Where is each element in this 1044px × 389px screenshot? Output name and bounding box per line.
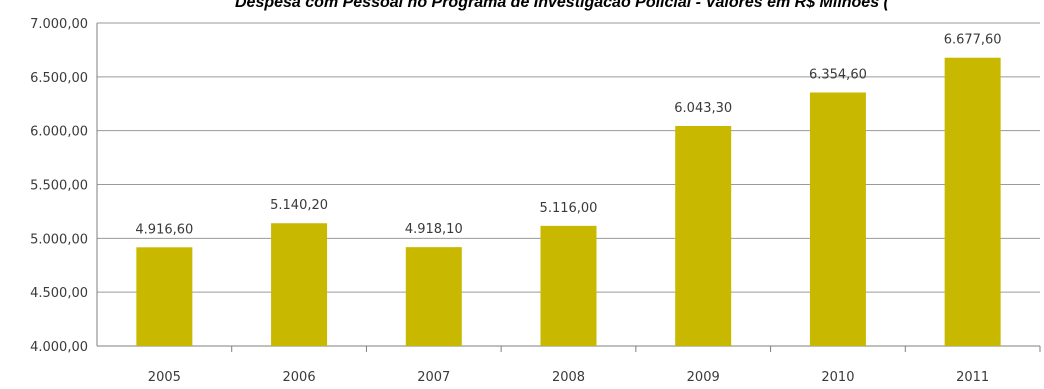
bar-2011 xyxy=(944,57,1001,347)
bar-2010 xyxy=(809,92,866,346)
x-tick-label: 2009 xyxy=(687,370,720,385)
data-label: 6.043,30 xyxy=(674,101,732,116)
bar-2005 xyxy=(136,247,193,346)
data-label: 5.140,20 xyxy=(270,198,328,213)
x-tick-label: 2007 xyxy=(417,370,450,385)
bar-2008 xyxy=(540,225,597,346)
y-tick-label: 4.500,00 xyxy=(30,286,88,301)
x-tick-label: 2005 xyxy=(148,370,181,385)
x-tick-label: 2008 xyxy=(552,370,585,385)
y-tick-label: 6.000,00 xyxy=(30,125,88,140)
bar-2007 xyxy=(405,247,462,346)
x-tick-label: 2011 xyxy=(956,370,989,385)
x-tick-label: 2010 xyxy=(821,370,854,385)
bar-2009 xyxy=(675,126,732,346)
y-tick-label: 5.500,00 xyxy=(30,179,88,194)
data-label: 4.916,60 xyxy=(135,222,193,237)
x-tick-label: 2006 xyxy=(283,370,316,385)
y-tick-label: 4.000,00 xyxy=(30,340,88,355)
data-label: 4.918,10 xyxy=(405,222,463,237)
bar-2006 xyxy=(271,223,328,346)
chart-title: Despesa com Pessoal no Programa de Inves… xyxy=(235,0,889,11)
y-tick-label: 6.500,00 xyxy=(30,71,88,86)
data-label: 5.116,00 xyxy=(540,201,598,216)
y-tick-label: 5.000,00 xyxy=(30,232,88,247)
data-label: 6.354,60 xyxy=(809,67,867,82)
y-tick-label: 7.000,00 xyxy=(30,17,88,32)
data-label: 6.677,60 xyxy=(944,33,1002,48)
